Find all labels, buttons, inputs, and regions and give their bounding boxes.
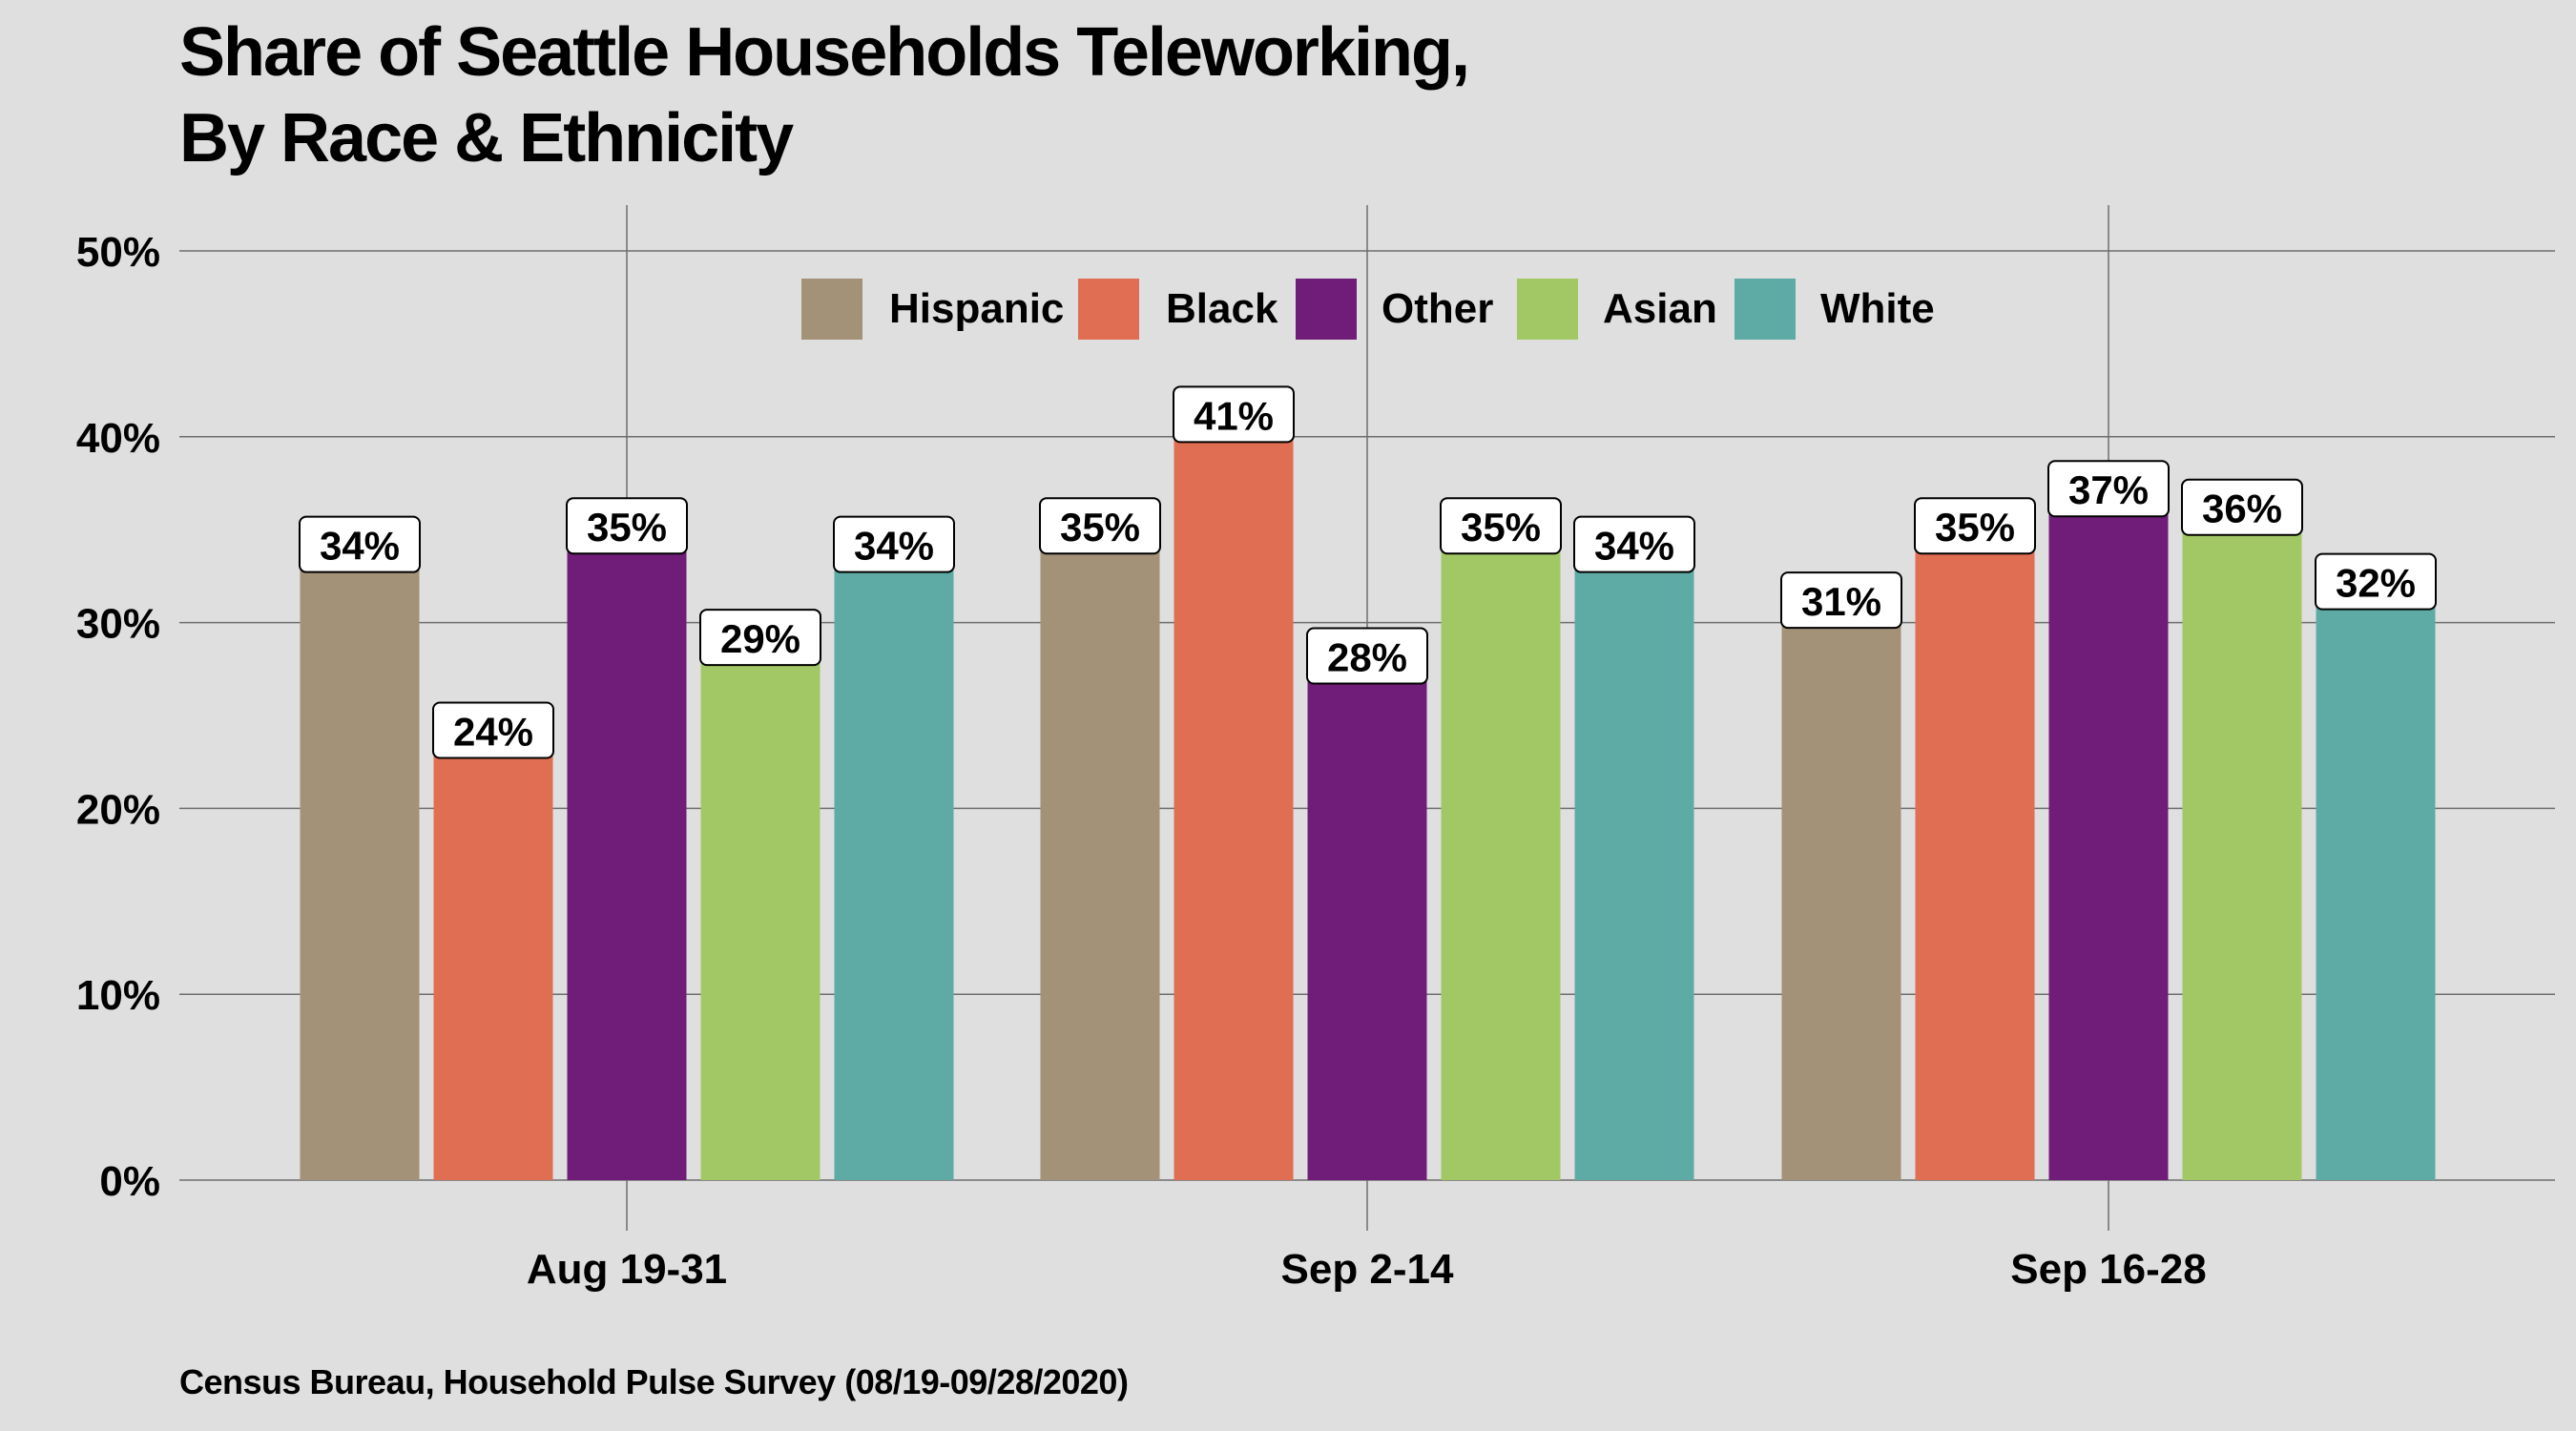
y-tick-label: 10% (76, 972, 160, 1019)
data-label-box (1173, 385, 1295, 444)
y-tick-label: 20% (76, 786, 160, 833)
data-label-box (2047, 460, 2170, 518)
data-label: 32% (2336, 561, 2416, 606)
data-label-box (1914, 497, 2036, 555)
data-label: 36% (2202, 487, 2282, 531)
bar-hispanic (300, 548, 420, 1180)
legend-swatch-white (1735, 279, 1796, 340)
legend-swatch-asian (1517, 279, 1578, 340)
data-label: 37% (2068, 467, 2149, 512)
legend-label-other: Other (1381, 285, 1493, 332)
data-label-box (1573, 515, 1695, 573)
legend-label-black: Black (1166, 285, 1278, 332)
data-label: 29% (720, 616, 800, 661)
data-label: 34% (1594, 524, 1674, 569)
bar-asian (2182, 510, 2302, 1180)
data-label: 35% (1060, 505, 1140, 550)
bar-asian (1441, 529, 1561, 1180)
data-label: 35% (587, 505, 667, 550)
data-label: 24% (453, 709, 533, 754)
data-label: 34% (320, 524, 400, 569)
legend-swatch-hispanic (801, 279, 862, 340)
data-label-box (1440, 497, 1562, 555)
data-label-box (1780, 571, 1902, 630)
y-tick-label: 0% (99, 1158, 160, 1205)
chart-title-line-1: Share of Seattle Households Teleworking, (179, 14, 1470, 91)
bar-white (834, 548, 954, 1180)
legend-label-asian: Asian (1603, 285, 1717, 332)
bar-black (433, 734, 553, 1180)
bar-hispanic (1781, 604, 1901, 1180)
legend-label-white: White (1820, 285, 1935, 332)
data-label-box (432, 701, 554, 759)
bar-black (1174, 418, 1294, 1180)
source-caption: Census Bureau, Household Pulse Survey (0… (179, 1362, 1129, 1401)
x-tick-label: Aug 19-31 (527, 1246, 727, 1293)
data-label-box (1306, 627, 1428, 685)
data-label: 31% (1801, 579, 1881, 624)
data-label: 28% (1327, 635, 1407, 680)
bar-black (1915, 529, 2035, 1180)
chart-title: Share of Seattle Households Teleworking,… (179, 10, 1470, 181)
chart-title-line-2: By Race & Ethnicity (179, 100, 794, 176)
data-label: 41% (1194, 393, 1274, 438)
y-tick-label: 40% (76, 415, 160, 462)
data-label: 34% (854, 524, 934, 569)
bar-hispanic (1040, 529, 1160, 1180)
bar-white (2316, 585, 2436, 1180)
bar-other (567, 529, 687, 1180)
data-label-box (566, 497, 688, 555)
data-label-box (699, 609, 821, 667)
bar-asian (700, 641, 821, 1180)
data-label-box (299, 515, 421, 573)
data-label-box (2315, 552, 2437, 611)
y-tick-label: 30% (76, 601, 160, 648)
y-tick-label: 50% (76, 229, 160, 276)
bar-other (2048, 492, 2169, 1180)
legend-label-hispanic: Hispanic (889, 285, 1064, 332)
data-label: 35% (1461, 505, 1541, 550)
bar-white (1574, 548, 1694, 1180)
x-tick-label: Sep 2-14 (1281, 1246, 1455, 1293)
legend-swatch-black (1078, 279, 1139, 340)
legend-swatch-other (1296, 279, 1357, 340)
data-label-box (1039, 497, 1161, 555)
bar-other (1307, 659, 1427, 1180)
data-label: 35% (1935, 505, 2015, 550)
data-label-box (2181, 478, 2303, 536)
data-label-box (833, 515, 955, 573)
x-tick-label: Sep 16-28 (2010, 1246, 2206, 1293)
